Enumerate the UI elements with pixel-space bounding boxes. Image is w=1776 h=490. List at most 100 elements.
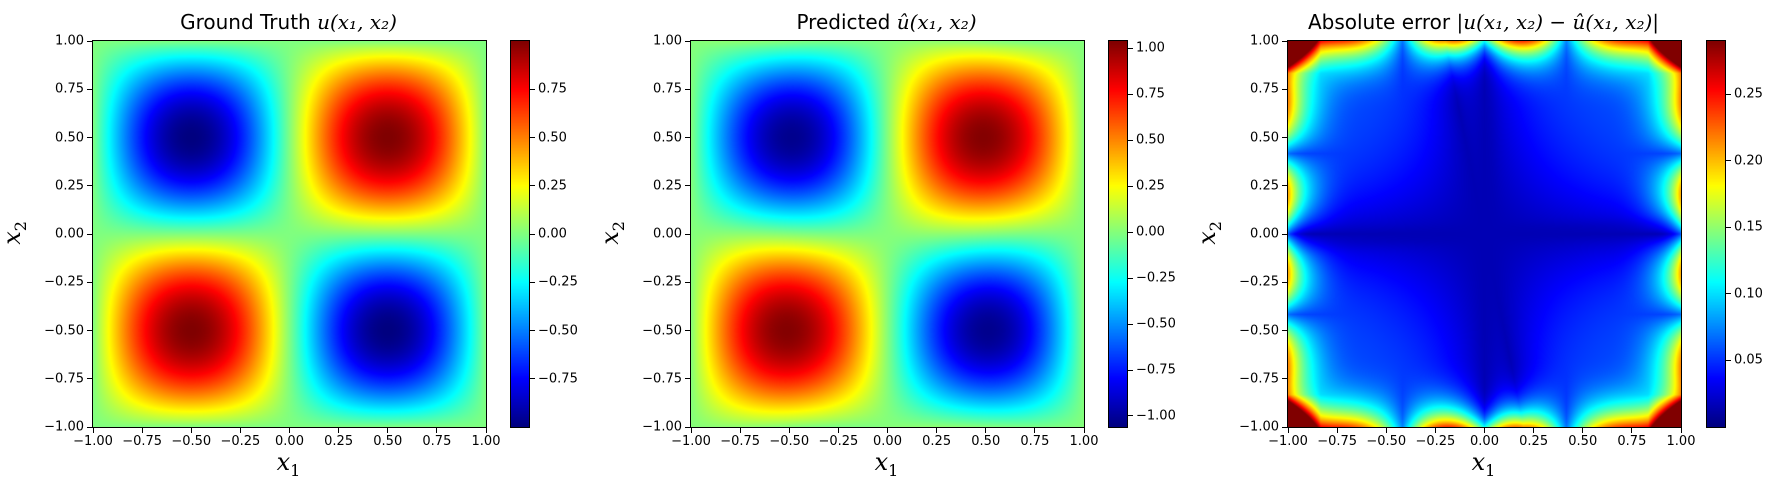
y-tick-mark <box>1282 281 1287 283</box>
x-tick-mark <box>739 428 741 433</box>
y-tick-mark <box>1282 330 1287 331</box>
y-tick-label: −0.25 <box>1239 274 1279 290</box>
y-axis-label-base: x <box>595 231 624 245</box>
colorbar-tick-label: 0.25 <box>538 178 567 194</box>
x-tick-label: 1.00 <box>1069 434 1099 449</box>
x-axis-label-base: x <box>874 448 889 476</box>
y-tick-mark <box>1282 426 1287 428</box>
x-tick-mark <box>887 428 888 433</box>
colorbar-tick-label: 0.20 <box>1734 153 1763 169</box>
y-tick-mark <box>685 233 690 235</box>
panel-title: Absolute error |u(x₁, x₂) − û(x₁, x₂)| <box>1308 10 1659 34</box>
x-tick-label: 0.25 <box>922 434 952 449</box>
colorbar-tick-label: 1.00 <box>1136 40 1165 56</box>
x-tick-mark <box>1034 428 1036 433</box>
heatmap-plot-area <box>690 40 1085 428</box>
colorbar-tick-label: 0.25 <box>1734 86 1763 102</box>
y-tick-mark <box>87 233 92 235</box>
x-tick-mark <box>1336 428 1338 433</box>
y-tick-mark <box>1282 88 1287 90</box>
y-tick-label: −0.25 <box>44 274 84 290</box>
x-tick-mark <box>485 428 487 433</box>
heatmap-plot-area <box>1287 40 1682 428</box>
colorbar-tick-mark <box>1726 293 1731 295</box>
colorbar-tick-mark <box>1128 139 1133 141</box>
y-tick-label: −1.00 <box>1239 419 1279 435</box>
heatmap-image <box>691 41 1084 427</box>
x-axis-label-subscript: 1 <box>1485 460 1496 480</box>
colorbar-tick-mark <box>1128 47 1133 49</box>
x-tick-mark <box>190 428 192 433</box>
x-tick-label: 0.50 <box>971 434 1001 449</box>
y-tick-mark <box>87 88 92 90</box>
y-tick-label: −0.25 <box>642 274 682 290</box>
colorbar-tick-label: −1.00 <box>1136 408 1176 424</box>
colorbar <box>1706 40 1726 428</box>
x-tick-label: −0.75 <box>720 434 761 449</box>
y-tick-mark <box>1282 378 1287 380</box>
x-tick-mark <box>788 428 790 433</box>
x-tick-mark <box>387 428 389 433</box>
heatmap-plot-area <box>92 40 487 428</box>
heatmap-image <box>1288 41 1681 427</box>
colorbar-tick-mark <box>1128 185 1133 187</box>
y-axis-label-subscript: 2 <box>1205 221 1225 232</box>
x-axis-label: x1 <box>1472 448 1496 480</box>
y-tick-label: 0.25 <box>55 178 84 194</box>
y-tick-label: 0.25 <box>653 178 682 194</box>
colorbar-tick-label: 0.15 <box>1734 219 1763 235</box>
colorbar-tick-label: −0.75 <box>1136 362 1176 378</box>
colorbar-tick-label: −0.25 <box>538 274 578 290</box>
colorbar-tick-mark <box>530 233 535 235</box>
x-tick-label: −0.75 <box>1317 434 1358 449</box>
colorbar-tick-label: 0.50 <box>1136 132 1165 148</box>
y-tick-mark <box>87 330 92 331</box>
x-tick-mark <box>1434 428 1436 433</box>
y-tick-label: 1.00 <box>55 33 84 49</box>
y-tick-label: 0.50 <box>653 130 682 145</box>
colorbar-tick-mark <box>1128 231 1133 233</box>
colorbar-tick-mark <box>530 88 535 90</box>
colorbar-tick-label: 0.75 <box>1136 86 1165 102</box>
x-tick-mark <box>1287 428 1289 433</box>
panel-title: Ground Truth u(x₁, x₂) <box>180 10 397 34</box>
x-tick-label: 1.00 <box>1666 434 1696 449</box>
colorbar-tick-mark <box>530 330 535 331</box>
x-tick-label: 0.50 <box>1568 434 1598 449</box>
colorbar-tick-label: 0.00 <box>538 226 567 242</box>
y-tick-label: −1.00 <box>44 419 84 435</box>
x-tick-label: 0.00 <box>275 434 304 449</box>
colorbar <box>510 40 530 428</box>
y-tick-label: −0.50 <box>44 323 84 338</box>
y-tick-label: 0.50 <box>55 130 84 145</box>
x-tick-label: −0.50 <box>1366 434 1407 449</box>
colorbar-tick-mark <box>1128 415 1133 417</box>
x-tick-label: 0.00 <box>1470 434 1499 449</box>
y-axis-label: x2 <box>0 221 30 245</box>
colorbar-tick-label: 0.10 <box>1734 286 1763 302</box>
x-tick-label: −0.25 <box>1415 434 1456 449</box>
y-tick-label: 1.00 <box>1250 33 1279 49</box>
x-tick-mark <box>985 428 987 433</box>
colorbar-tick-mark <box>1128 323 1133 325</box>
y-axis-label: x2 <box>596 221 628 245</box>
y-tick-mark <box>685 378 690 380</box>
x-tick-label: 0.25 <box>324 434 354 449</box>
colorbar-tick-mark <box>530 378 535 380</box>
y-tick-mark <box>87 378 92 380</box>
y-tick-mark <box>87 426 92 428</box>
x-tick-mark <box>289 428 290 433</box>
x-tick-label: −0.50 <box>769 434 810 449</box>
x-tick-mark <box>1631 428 1633 433</box>
y-tick-mark <box>685 281 690 283</box>
x-tick-label: −0.75 <box>122 434 163 449</box>
colorbar-tick-mark <box>1726 93 1731 95</box>
x-tick-label: 0.25 <box>1519 434 1549 449</box>
x-tick-mark <box>1582 428 1584 433</box>
x-tick-label: 0.75 <box>1020 434 1050 449</box>
y-tick-label: −0.75 <box>1239 371 1279 387</box>
x-tick-label: −1.00 <box>73 434 113 449</box>
x-tick-mark <box>436 428 438 433</box>
colorbar-tick-mark <box>1726 160 1731 162</box>
x-axis-label: x1 <box>875 448 899 480</box>
